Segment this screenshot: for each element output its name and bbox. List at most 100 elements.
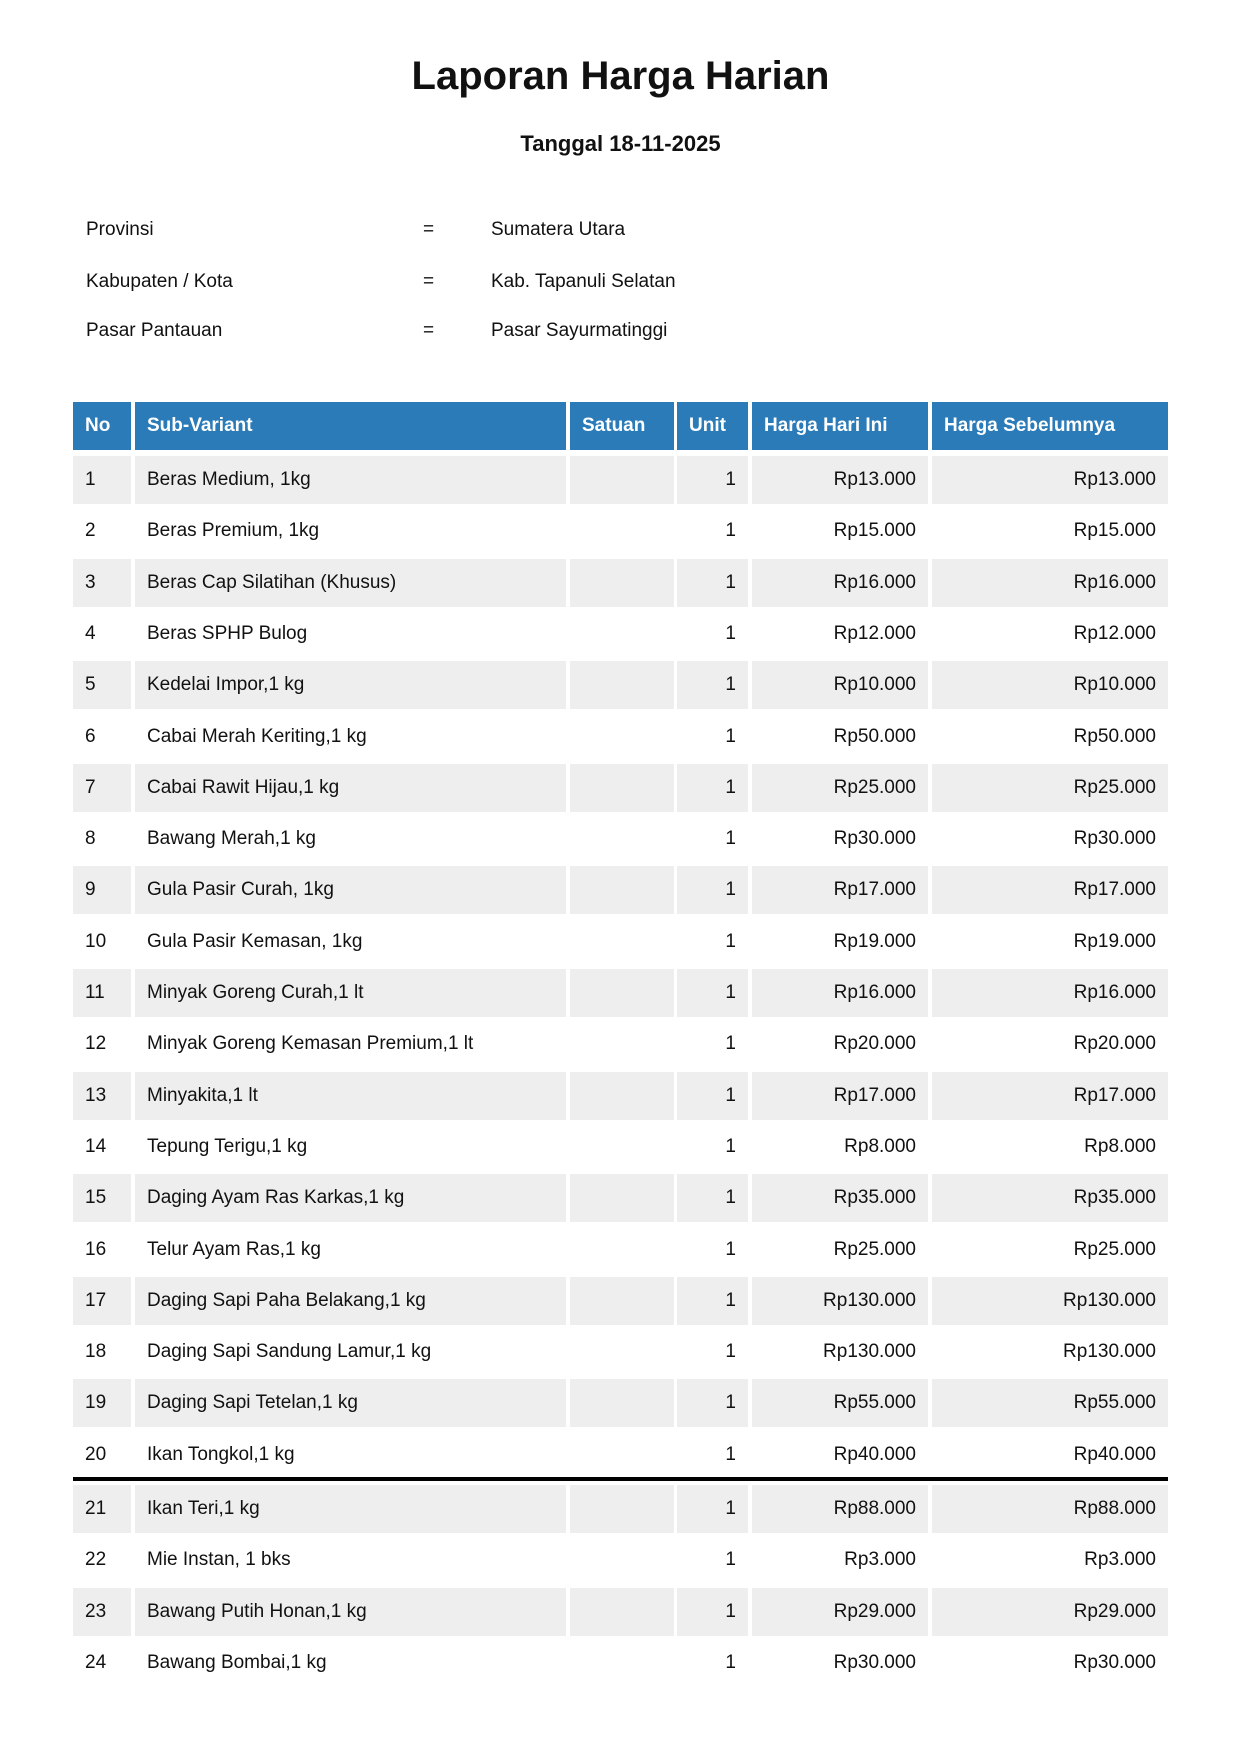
cell-harga-sebelumnya: Rp20.000 [1073, 1033, 1156, 1054]
table-row: 8 Bawang Merah,1 kg 1 Rp30.000 Rp30.000 [73, 815, 1168, 863]
cell-unit: 1 [677, 969, 748, 1017]
cell-unit: 1 [725, 623, 736, 644]
cell-sub-variant: Cabai Merah Keriting,1 kg [147, 726, 367, 747]
cell-harga-hari-ini: Rp130.000 [752, 1277, 928, 1325]
info-label: Pasar Pantauan [86, 320, 223, 341]
table-row: 3 Beras Cap Silatihan (Khusus) 1 Rp16.000 Rp… [73, 559, 1168, 607]
cell-satuan [570, 1277, 674, 1325]
cell-harga-hari-ini: Rp29.000 [752, 1588, 928, 1636]
cell-no: 22 [85, 1549, 107, 1570]
cell-harga-hari-ini: Rp16.000 [752, 559, 928, 607]
cell-sub-variant: Bawang Bombai,1 kg [147, 1652, 327, 1673]
table-row: 15 Daging Ayam Ras Karkas,1 kg 1 Rp35.000 Rp… [73, 1174, 1168, 1222]
column-header: No [73, 402, 131, 450]
cell-harga-sebelumnya: Rp50.000 [1073, 726, 1156, 747]
column-header: Harga Sebelumnya [932, 402, 1168, 450]
cell-unit: 1 [677, 764, 748, 812]
cell-sub-variant: Ikan Teri,1 kg [135, 1485, 566, 1533]
cell-no: 9 [73, 866, 131, 914]
table-row: 14 Tepung Terigu,1 kg 1 Rp8.000 Rp8.000 [73, 1123, 1168, 1171]
cell-satuan [570, 610, 674, 658]
cell-satuan [570, 456, 674, 504]
cell-harga-sebelumnya: Rp29.000 [932, 1588, 1168, 1636]
cell-sub-variant: Daging Ayam Ras Karkas,1 kg [135, 1174, 566, 1222]
table-row: 19 Daging Sapi Tetelan,1 kg 1 Rp55.000 Rp55.… [73, 1379, 1168, 1427]
info-label: Kabupaten / Kota [86, 271, 233, 292]
cell-sub-variant: Telur Ayam Ras,1 kg [147, 1239, 321, 1260]
cell-sub-variant: Mie Instan, 1 bks [147, 1549, 291, 1570]
cell-sub-variant: Minyak Goreng Curah,1 lt [135, 969, 566, 1017]
cell-satuan [570, 559, 674, 607]
table-row: 24 Bawang Bombai,1 kg 1 Rp30.000 Rp30.000 [73, 1639, 1168, 1687]
table-row: 20 Ikan Tongkol,1 kg 1 Rp40.000 Rp40.000 [73, 1431, 1168, 1479]
cell-no: 7 [73, 764, 131, 812]
cell-unit: 1 [725, 1136, 736, 1157]
report-date: Tanggal 18-11-2025 [520, 131, 721, 156]
column-header: Unit [677, 402, 748, 450]
table-row: 18 Daging Sapi Sandung Lamur,1 kg 1 Rp130.0… [73, 1328, 1168, 1376]
cell-no: 14 [85, 1136, 107, 1157]
cell-no: 18 [85, 1341, 107, 1362]
table-row: 5 Kedelai Impor,1 kg 1 Rp10.000 Rp10.000 [73, 661, 1168, 709]
cell-sub-variant: Beras Cap Silatihan (Khusus) [135, 559, 566, 607]
cell-harga-sebelumnya: Rp16.000 [932, 969, 1168, 1017]
cell-no: 16 [85, 1239, 107, 1260]
cell-harga-hari-ini: Rp8.000 [844, 1136, 916, 1157]
table-row: 13 Minyakita,1 lt 1 Rp17.000 Rp17.000 [73, 1072, 1168, 1120]
cell-harga-hari-ini: Rp17.000 [752, 866, 928, 914]
cell-harga-sebelumnya: Rp19.000 [1073, 931, 1156, 952]
cell-harga-hari-ini: Rp25.000 [752, 764, 928, 812]
cell-harga-hari-ini: Rp15.000 [833, 520, 916, 541]
cell-satuan [570, 1072, 674, 1120]
cell-sub-variant: Ikan Tongkol,1 kg [147, 1444, 295, 1465]
cell-harga-sebelumnya: Rp17.000 [932, 1072, 1168, 1120]
table-row: 11 Minyak Goreng Curah,1 lt 1 Rp16.000 Rp16.… [73, 969, 1168, 1017]
cell-satuan [570, 1379, 674, 1427]
cell-harga-sebelumnya: Rp15.000 [1073, 520, 1156, 541]
cell-sub-variant: Gula Pasir Curah, 1kg [135, 866, 566, 914]
cell-satuan [570, 1020, 674, 1068]
info-equals: = [423, 219, 435, 240]
cell-no: 12 [85, 1033, 107, 1054]
cell-harga-hari-ini: Rp35.000 [752, 1174, 928, 1222]
cell-satuan [570, 918, 674, 966]
table-row: 9 Gula Pasir Curah, 1kg 1 Rp17.000 Rp17.000 [73, 866, 1168, 914]
cell-satuan [570, 1485, 674, 1533]
table-row: 23 Bawang Putih Honan,1 kg 1 Rp29.000 Rp29.0… [73, 1588, 1168, 1636]
cell-unit: 1 [677, 1485, 748, 1533]
cell-satuan [570, 866, 674, 914]
cell-unit: 1 [725, 1239, 736, 1260]
cell-sub-variant: Daging Sapi Sandung Lamur,1 kg [147, 1341, 432, 1362]
cell-satuan [570, 713, 674, 761]
table-row: 10 Gula Pasir Kemasan, 1kg 1 Rp19.000 Rp19.0… [73, 918, 1168, 966]
cell-harga-hari-ini: Rp20.000 [833, 1033, 916, 1054]
cell-harga-sebelumnya: Rp88.000 [932, 1485, 1168, 1533]
cell-harga-sebelumnya: Rp30.000 [1073, 1652, 1156, 1673]
cell-no: 15 [73, 1174, 131, 1222]
cell-harga-sebelumnya: Rp30.000 [1073, 828, 1156, 849]
cell-unit: 1 [677, 456, 748, 504]
cell-satuan [570, 661, 674, 709]
cell-harga-sebelumnya: Rp40.000 [1073, 1444, 1156, 1465]
cell-sub-variant: Minyakita,1 lt [135, 1072, 566, 1120]
info-label: Provinsi [86, 219, 154, 240]
cell-unit: 1 [725, 726, 736, 747]
cell-no: 11 [73, 969, 131, 1017]
column-header: Sub-Variant [135, 402, 566, 450]
cell-unit: 1 [725, 1033, 736, 1054]
cell-harga-hari-ini: Rp55.000 [752, 1379, 928, 1427]
cell-satuan [570, 764, 674, 812]
cell-satuan [570, 1123, 674, 1171]
cell-unit: 1 [677, 866, 748, 914]
cell-harga-hari-ini: Rp17.000 [752, 1072, 928, 1120]
cell-no: 21 [73, 1485, 131, 1533]
cell-harga-sebelumnya: Rp8.000 [1084, 1136, 1156, 1157]
table-row: 12 Minyak Goreng Kemasan Premium,1 lt 1 Rp2… [73, 1020, 1168, 1068]
cell-unit: 1 [677, 1174, 748, 1222]
table-row: 22 Mie Instan, 1 bks 1 Rp3.000 Rp3.000 [73, 1536, 1168, 1584]
cell-harga-hari-ini: Rp16.000 [752, 969, 928, 1017]
cell-satuan [570, 1174, 674, 1222]
cell-satuan [570, 1536, 674, 1584]
cell-harga-sebelumnya: Rp130.000 [932, 1277, 1168, 1325]
cell-harga-sebelumnya: Rp3.000 [1084, 1549, 1156, 1570]
